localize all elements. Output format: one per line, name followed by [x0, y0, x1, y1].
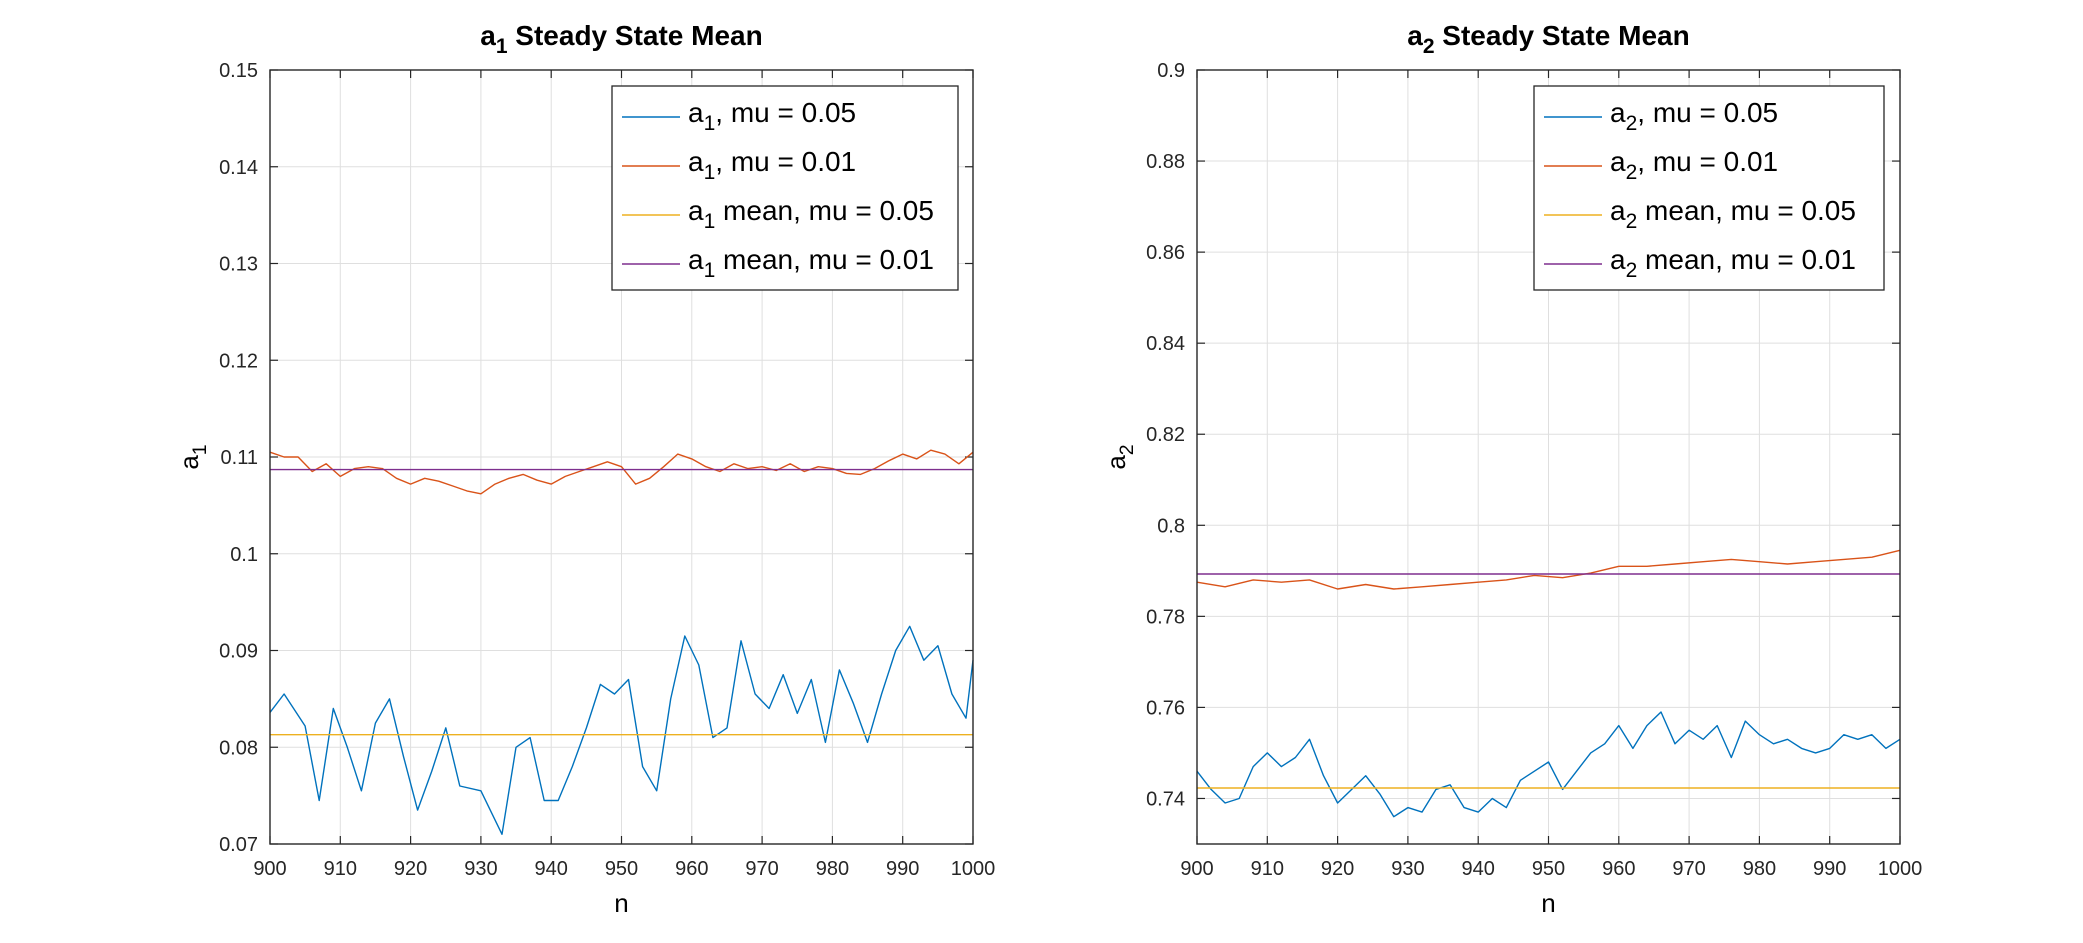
y-axis-label: a1 [174, 444, 211, 469]
y-tick-label: 0.08 [219, 737, 258, 759]
series-line-1 [269, 625, 974, 835]
chart-title: a2 Steady State Mean [1407, 20, 1689, 58]
y-tick-label: 0.13 [219, 254, 258, 276]
series-line-2 [269, 449, 974, 495]
legend-label-1: a1, mu = 0.05 [688, 97, 856, 135]
y-tick-label: 0.15 [219, 60, 258, 82]
x-tick-label: 960 [675, 858, 708, 880]
y-tick-label: 0.1 [230, 544, 258, 566]
chart-title: a1 Steady State Mean [480, 20, 762, 58]
x-axis-label: n [614, 888, 628, 918]
series-line-1 [1196, 711, 1901, 818]
legend-box [611, 85, 959, 291]
legend-label-3: a2 mean, mu = 0.05 [1610, 195, 1856, 233]
y-tick-label: 0.09 [219, 641, 258, 663]
y-tick-label: 0.9 [1157, 60, 1185, 82]
axes-frame [1196, 69, 1901, 845]
x-tick-label: 920 [394, 858, 427, 880]
x-tick-label: 930 [464, 858, 497, 880]
legend-label-2: a1, mu = 0.01 [688, 146, 856, 184]
x-tick-label: 950 [605, 858, 638, 880]
legend-label-4: a1 mean, mu = 0.01 [688, 244, 934, 282]
x-tick-label: 950 [1532, 858, 1565, 880]
y-tick-label: 0.84 [1146, 333, 1185, 355]
y-tick-label: 0.78 [1146, 606, 1185, 628]
x-tick-label: 900 [253, 858, 286, 880]
y-tick-label: 0.82 [1146, 424, 1185, 446]
legend-label-1: a2, mu = 0.05 [1610, 97, 1778, 135]
x-tick-label: 990 [886, 858, 919, 880]
axes-frame [269, 69, 974, 845]
x-tick-label: 990 [1813, 858, 1846, 880]
legend-label-2: a2, mu = 0.01 [1610, 146, 1778, 184]
x-tick-label: 1000 [1878, 858, 1923, 880]
x-tick-label: 940 [535, 858, 568, 880]
y-tick-label: 0.11 [221, 447, 258, 469]
x-tick-label: 980 [816, 858, 849, 880]
series-line-2 [1196, 549, 1901, 590]
y-tick-label: 0.14 [219, 157, 258, 179]
y-axis-label-group: a2 [1101, 444, 1138, 469]
y-tick-label: 0.12 [219, 350, 258, 372]
x-tick-label: 960 [1602, 858, 1635, 880]
chart-panel-2: 900 910 920 930 940 950 960 970 980 990 1000 0.74 0.… [1101, 20, 1922, 918]
y-tick-label: 0.88 [1146, 151, 1185, 173]
x-tick-label: 930 [1391, 858, 1424, 880]
y-tick-label: 0.8 [1157, 515, 1185, 537]
y-tick-label: 0.76 [1146, 697, 1185, 719]
x-tick-label: 940 [1462, 858, 1495, 880]
chart-panel-1: 900 910 920 930 940 950 960 970 980 990 1000 0.07 0.… [174, 20, 995, 918]
x-tick-label: 970 [1672, 858, 1705, 880]
x-tick-label: 910 [324, 858, 357, 880]
y-tick-label: 0.86 [1146, 242, 1185, 264]
x-tick-label: 1000 [951, 858, 996, 880]
y-tick-label: 0.07 [219, 834, 258, 856]
y-tick-label: 0.74 [1146, 788, 1185, 810]
x-tick-label: 970 [745, 858, 778, 880]
y-axis-label-group: a1 [174, 444, 211, 469]
x-tick-label: 920 [1321, 858, 1354, 880]
y-axis-label: a2 [1101, 444, 1138, 469]
x-tick-label: 980 [1743, 858, 1776, 880]
legend: a2, mu = 0.05 a2, mu = 0.01 a2 mean, mu = … [1533, 85, 1885, 291]
x-axis-label: n [1541, 888, 1555, 918]
legend: a1, mu = 0.05 a1, mu = 0.01 a1 mean, mu = … [611, 85, 959, 291]
x-tick-label: 910 [1251, 858, 1284, 880]
legend-label-4: a2 mean, mu = 0.01 [1610, 244, 1856, 282]
x-tick-label: 900 [1180, 858, 1213, 880]
legend-box [1533, 85, 1885, 291]
legend-label-3: a1 mean, mu = 0.05 [688, 195, 934, 233]
